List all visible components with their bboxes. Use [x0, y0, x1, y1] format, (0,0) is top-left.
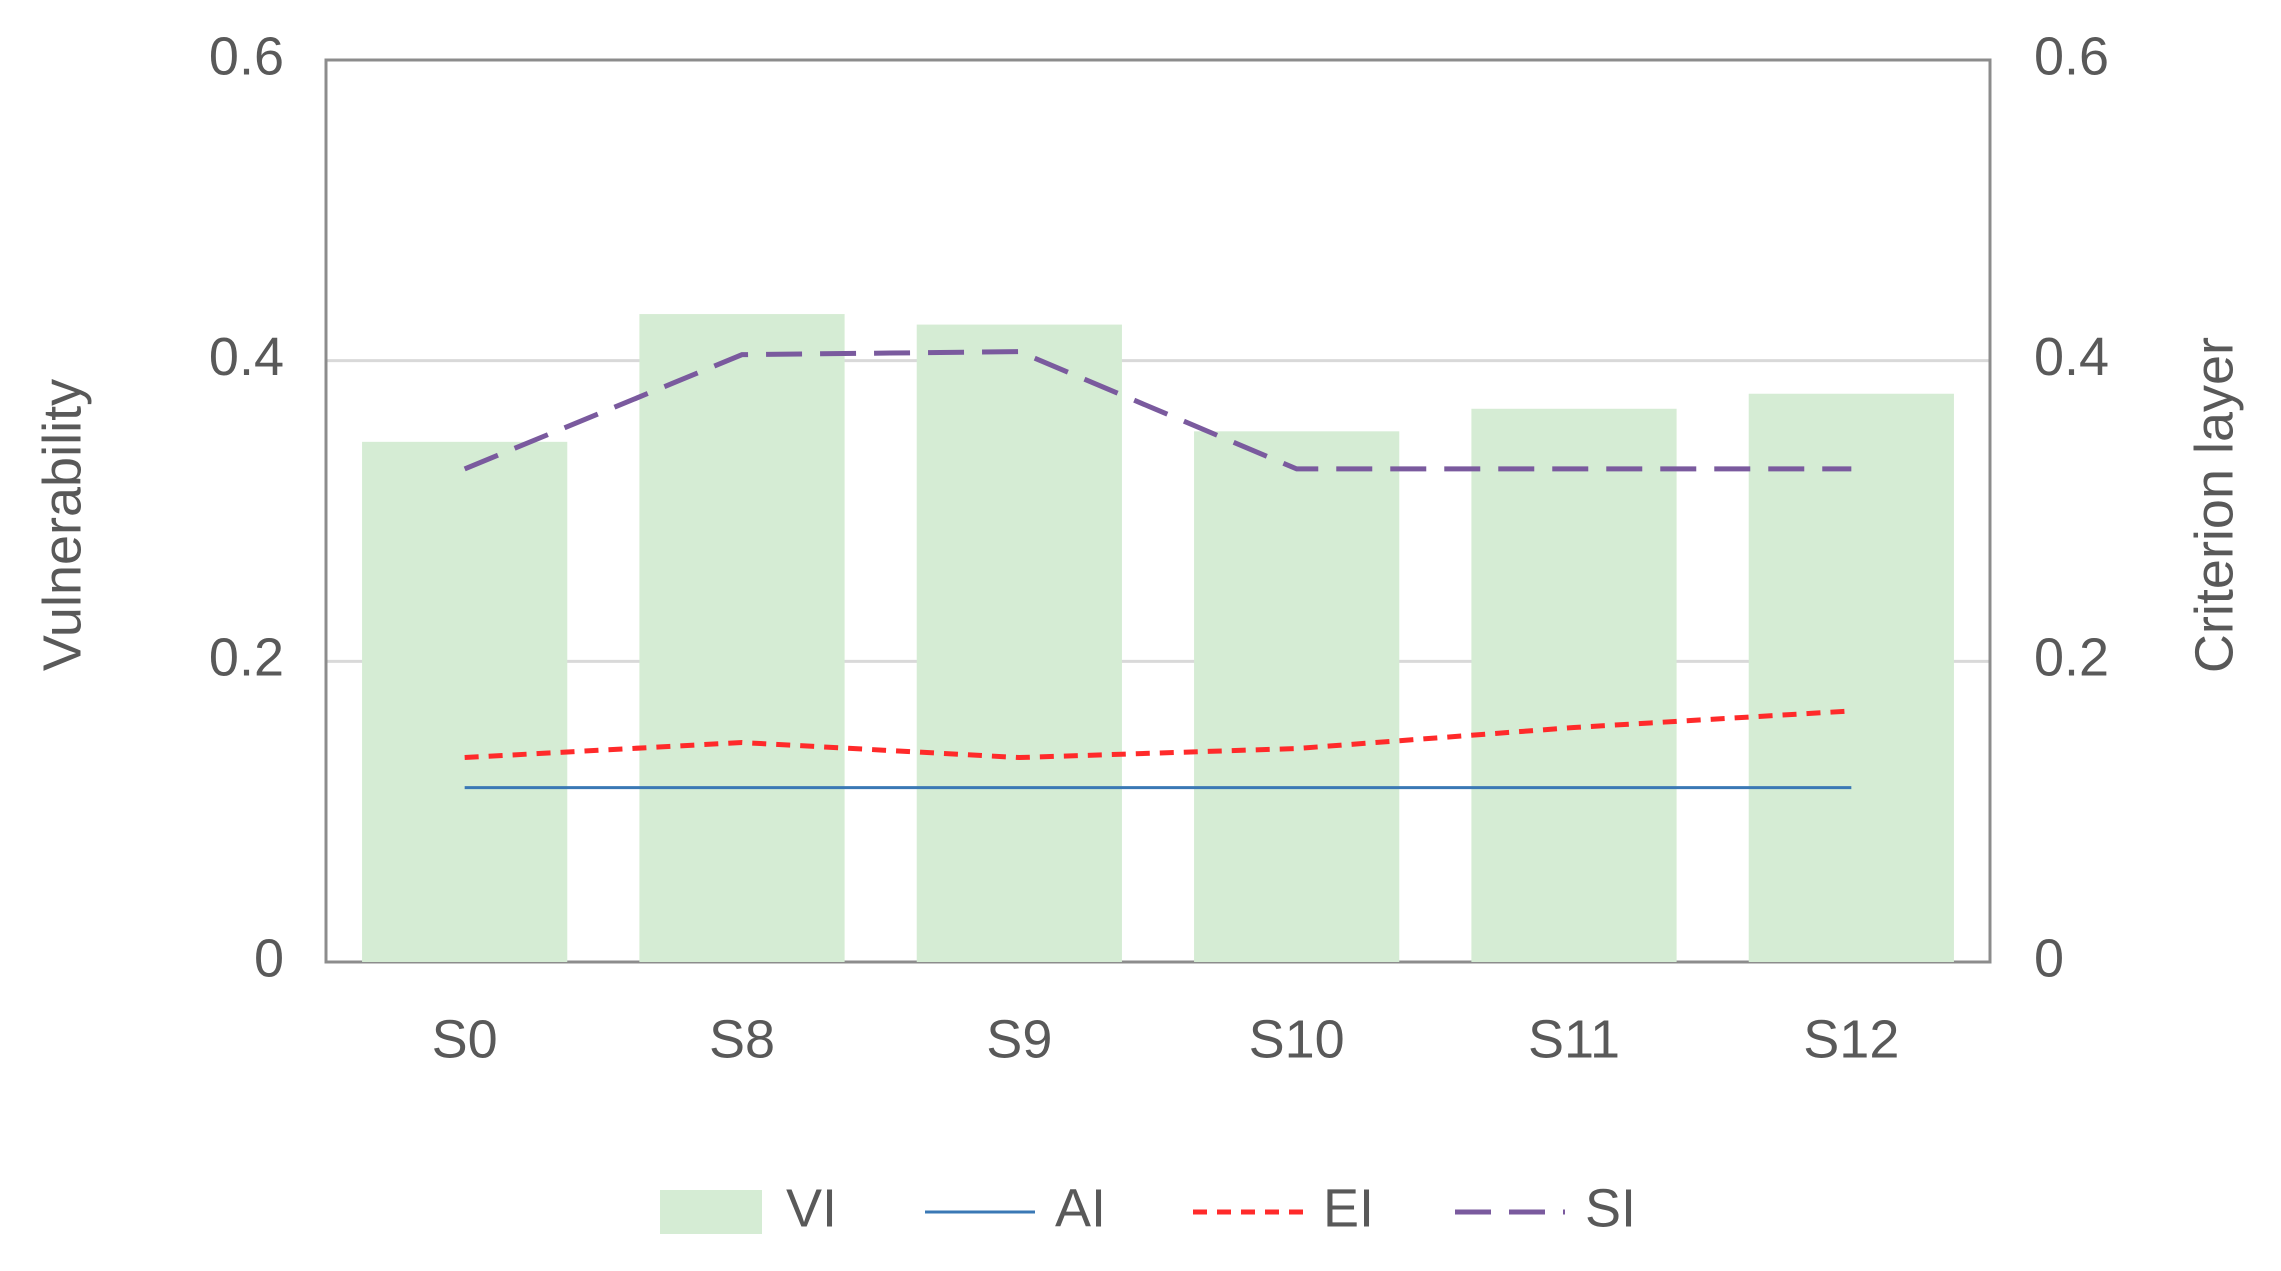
y-tick-label: 0.2 — [209, 628, 284, 688]
line — [463, 349, 1852, 472]
legend-label: AI — [1055, 1178, 1106, 1238]
x-tick-label: S8 — [709, 1009, 775, 1069]
legend-label: VI — [786, 1178, 837, 1238]
y2-tick-label: 0.4 — [2034, 327, 2109, 387]
plot-frame — [324, 58, 1992, 964]
bar — [639, 314, 845, 962]
bar — [362, 441, 568, 962]
y2-tick-label: 0.6 — [2034, 26, 2109, 86]
bar — [916, 324, 1122, 962]
y-tick-label: 0 — [254, 928, 284, 988]
x-tick-label: S9 — [986, 1009, 1052, 1069]
legend-label: SI — [1585, 1178, 1636, 1238]
y-tick-label: 0.6 — [209, 26, 284, 86]
x-tick-label: S11 — [1528, 1009, 1620, 1069]
x-tick-label: S10 — [1249, 1009, 1345, 1069]
y-tick-label: 0.4 — [209, 327, 284, 387]
x-tick-label: S12 — [1803, 1009, 1899, 1069]
y2-tick-label: 0 — [2034, 928, 2064, 988]
y-axis-label: Vulnerability — [32, 379, 92, 671]
legend-swatch — [660, 1190, 762, 1234]
line — [464, 708, 1852, 761]
x-tick-label: S0 — [432, 1009, 498, 1069]
y2-axis-label: Criterion layer — [2184, 337, 2244, 673]
y2-tick-label: 0.2 — [2034, 628, 2109, 688]
bar — [1748, 393, 1954, 962]
bar — [1194, 431, 1400, 962]
bar — [1471, 408, 1677, 963]
legend-label: EI — [1323, 1178, 1374, 1238]
